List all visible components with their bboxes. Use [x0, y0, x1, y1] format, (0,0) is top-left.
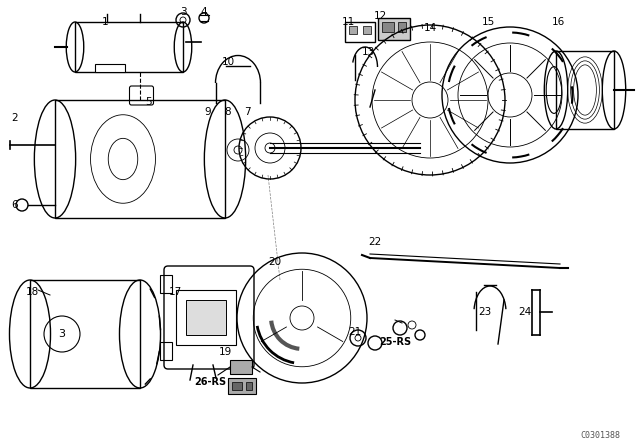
Bar: [232, 382, 242, 390]
Text: 6: 6: [12, 200, 19, 210]
Text: 19: 19: [218, 347, 232, 357]
Text: 14: 14: [424, 23, 436, 33]
Text: 13: 13: [362, 47, 374, 57]
Text: 1: 1: [102, 17, 108, 27]
Bar: [349, 26, 357, 34]
Text: 12: 12: [373, 11, 387, 21]
Bar: [160, 275, 172, 293]
Text: 15: 15: [481, 17, 495, 27]
Bar: [55, 100, 225, 218]
Bar: [176, 290, 236, 345]
Text: 8: 8: [225, 107, 231, 117]
Bar: [382, 22, 394, 32]
Text: 24: 24: [518, 307, 532, 317]
Text: 17: 17: [168, 287, 182, 297]
Bar: [228, 378, 256, 394]
Text: 22: 22: [369, 237, 381, 247]
Text: C0301388: C0301388: [580, 431, 620, 439]
Text: 25-RS: 25-RS: [379, 337, 411, 347]
Bar: [95, 64, 125, 72]
Text: 16: 16: [552, 17, 564, 27]
Text: 10: 10: [221, 57, 235, 67]
Text: 2: 2: [12, 113, 19, 123]
Bar: [246, 382, 252, 390]
Bar: [160, 342, 172, 360]
Text: 21: 21: [348, 327, 362, 337]
Bar: [363, 26, 371, 34]
Bar: [398, 22, 406, 32]
Text: 20: 20: [268, 257, 282, 267]
Text: 5: 5: [145, 97, 151, 107]
Bar: [186, 300, 226, 335]
Text: 3: 3: [58, 329, 65, 339]
Bar: [30, 280, 140, 388]
Text: 9: 9: [205, 107, 211, 117]
Bar: [378, 18, 410, 40]
Bar: [345, 22, 375, 42]
Text: 4: 4: [201, 7, 207, 17]
Text: 23: 23: [478, 307, 492, 317]
Text: 7: 7: [244, 107, 250, 117]
Bar: [556, 51, 614, 129]
Bar: [230, 360, 252, 374]
Text: 26-RS: 26-RS: [194, 377, 226, 387]
Bar: [75, 22, 183, 72]
Text: 11: 11: [341, 17, 355, 27]
Text: 18: 18: [26, 287, 38, 297]
Text: 3: 3: [180, 7, 186, 17]
